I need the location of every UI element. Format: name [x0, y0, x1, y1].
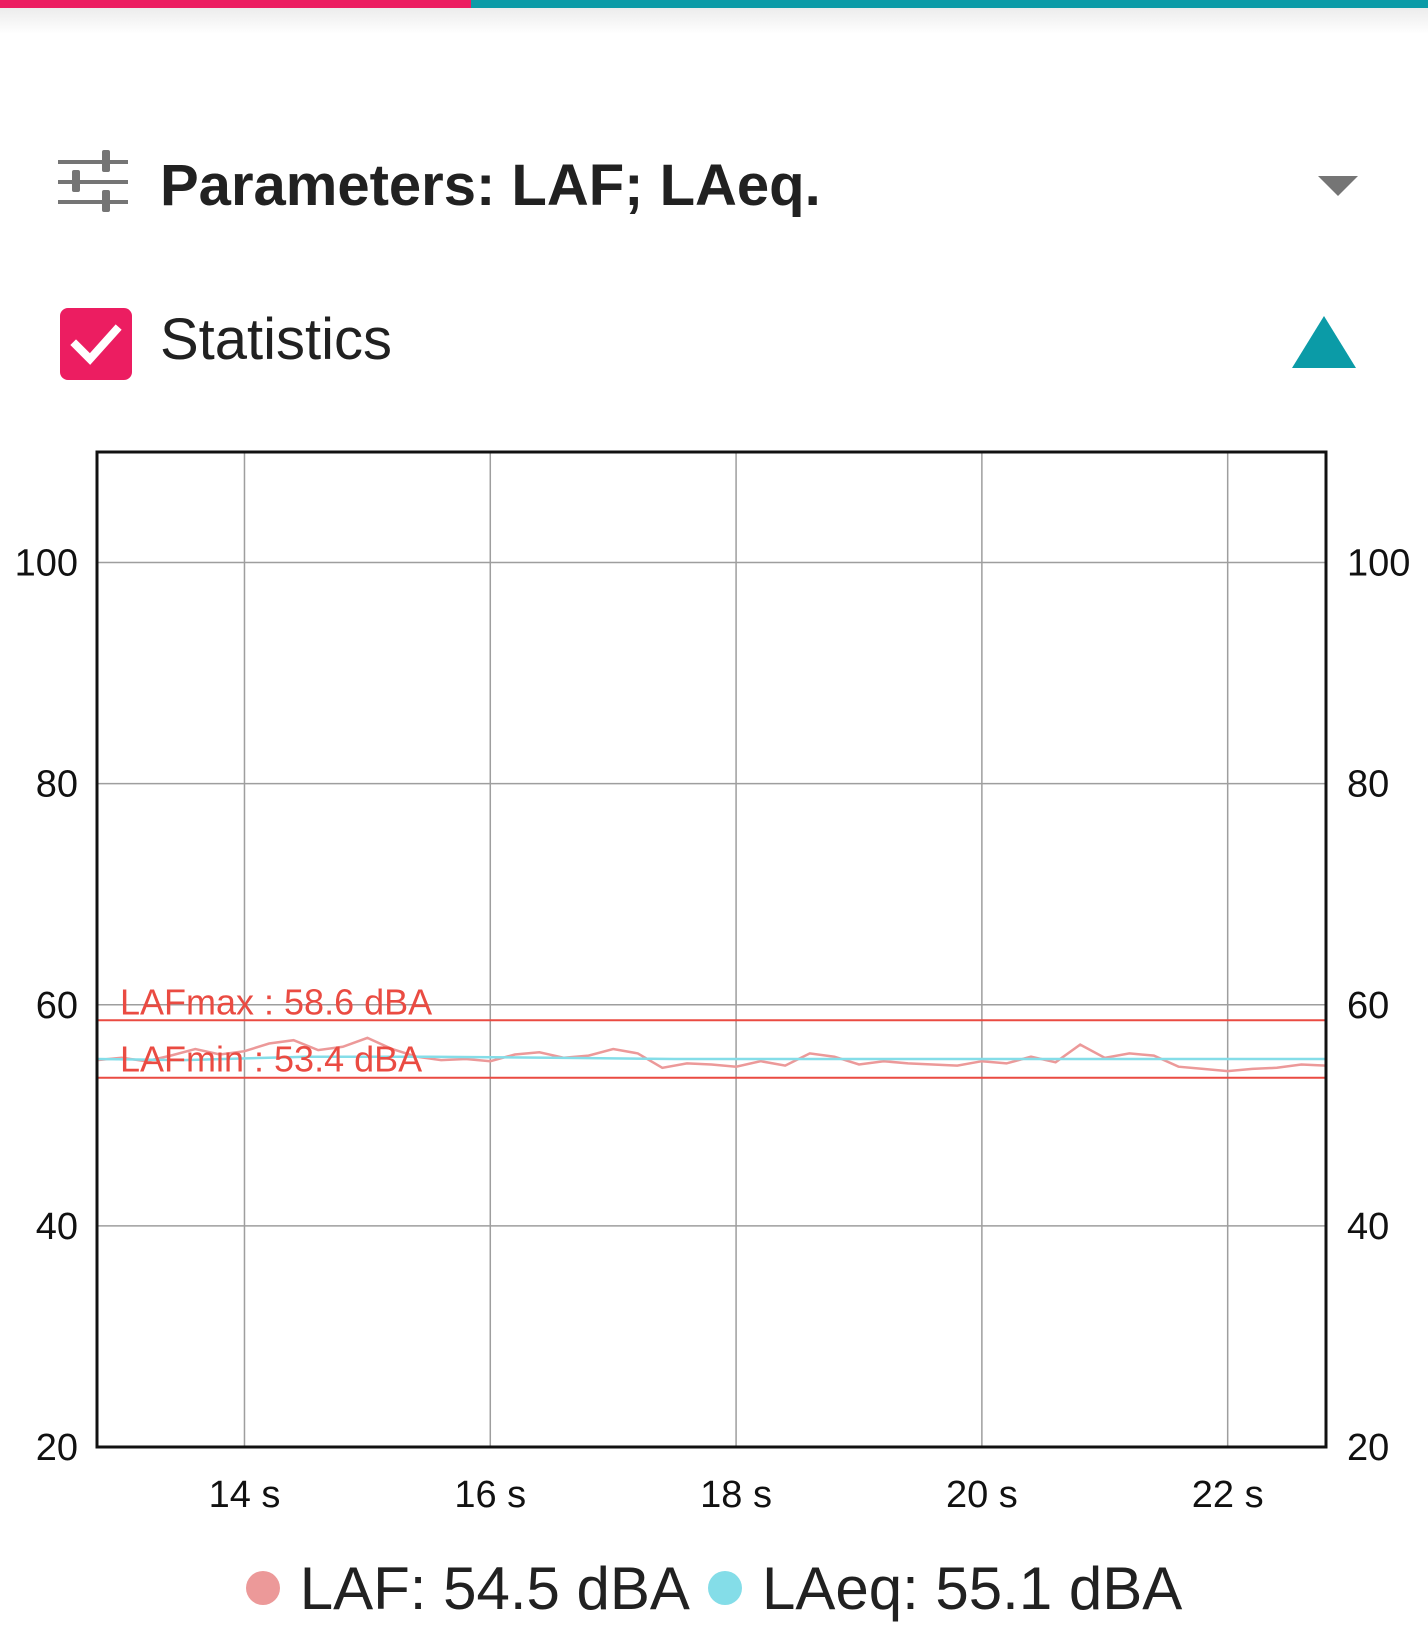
checkmark-icon — [70, 324, 122, 365]
series-line-laeq — [96, 1055, 1326, 1062]
x-tick-label-18: 18 s — [700, 1474, 772, 1516]
legend-label-laeq: LAeq: 55.1 dBA — [761, 1554, 1183, 1622]
statistics-row[interactable]: Statistics — [0, 290, 1428, 390]
y-tick-label-left-40: 40 — [36, 1206, 78, 1248]
caret-down-icon[interactable] — [1318, 174, 1358, 198]
chart-grid — [97, 452, 1326, 1447]
top-progress-bar — [0, 0, 1428, 8]
progress-remaining — [471, 0, 1428, 8]
y-tick-label-left-20: 20 — [36, 1427, 78, 1469]
series-line-laf — [96, 1036, 1327, 1073]
y-tick-label-left-80: 80 — [36, 764, 78, 806]
plot-frame — [95, 450, 1328, 1449]
y-tick-label-left-60: 60 — [36, 985, 78, 1027]
chart-legend: LAF: 54.5 dBA LAeq: 55.1 dBA — [0, 1545, 1428, 1631]
chart-series — [96, 1036, 1327, 1073]
toolbar-shadow — [0, 8, 1428, 34]
parameters-label[interactable]: Parameters: LAF; LAeq. — [160, 153, 821, 218]
progress-fill — [0, 0, 472, 8]
legend-item-laeq: LAeq: 55.1 dBA — [707, 1554, 1183, 1623]
stat-label-1: LAFmin : 53.4 dBA — [120, 1039, 422, 1080]
x-tick-label-16: 16 s — [454, 1474, 526, 1516]
y-tick-label-left-100: 100 — [15, 543, 78, 585]
legend-swatch-laeq — [707, 1571, 742, 1605]
statistics-lines — [97, 1019, 1326, 1079]
legend-swatch-laf — [245, 1571, 280, 1605]
y-tick-label-right-40: 40 — [1347, 1206, 1389, 1248]
x-tick-label-14: 14 s — [209, 1474, 281, 1516]
axis-labels: 20 20 40 40 60 60 80 80 100 100 14 s 16 s 18 s 20 s 22… — [15, 543, 1411, 1516]
x-tick-label-20: 20 s — [946, 1474, 1018, 1516]
x-tick-label-22: 22 s — [1192, 1474, 1264, 1516]
y-tick-label-right-100: 100 — [1347, 543, 1410, 585]
y-tick-label-right-60: 60 — [1347, 985, 1389, 1027]
legend-label-laf: LAF: 54.5 dBA — [299, 1554, 690, 1622]
collapse-triangle-icon[interactable] — [1292, 316, 1356, 370]
parameters-row[interactable]: Parameters: LAF; LAeq. — [0, 136, 1428, 236]
legend-item-laf: LAF: 54.5 dBA — [245, 1554, 690, 1623]
y-tick-label-right-20: 20 — [1347, 1427, 1389, 1469]
level-chart: LAFmax : 58.6 dBA LAFmin : 53.4 dBA 20 20 4… — [15, 450, 1411, 1516]
y-tick-label-right-80: 80 — [1347, 764, 1389, 806]
stat-label-0: LAFmax : 58.6 dBA — [120, 981, 432, 1022]
statistics-label[interactable]: Statistics — [160, 307, 393, 372]
sliders-icon[interactable] — [58, 146, 134, 222]
statistics-checkbox[interactable] — [60, 308, 132, 380]
statistics-labels: LAFmax : 58.6 dBA LAFmin : 53.4 dBA — [120, 981, 432, 1079]
